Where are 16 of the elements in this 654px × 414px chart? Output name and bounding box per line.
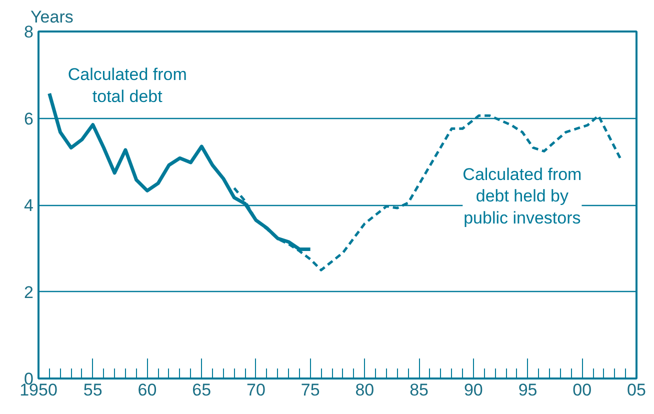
x-tick-label: 55 [83, 380, 102, 400]
series-label: Calculated from debt held by public investors [462, 164, 582, 228]
x-tick-label: 80 [355, 380, 374, 400]
x-tick-label: 90 [464, 380, 483, 400]
x-tick-label: 95 [518, 380, 538, 400]
series-label: Calculated from total debt [68, 65, 187, 106]
y-tick-label: 6 [24, 109, 34, 128]
x-tick-label: 05 [627, 380, 646, 400]
x-tick-label: 60 [138, 380, 157, 400]
x-tick-label: 00 [572, 380, 592, 400]
x-tick-label: 85 [410, 380, 429, 400]
x-tick-label: 70 [246, 380, 266, 400]
x-tick-label: 75 [300, 380, 320, 400]
y-tick-label: 4 [24, 196, 34, 215]
y-tick-label: 2 [24, 282, 34, 302]
x-tick-label: 65 [192, 380, 212, 400]
